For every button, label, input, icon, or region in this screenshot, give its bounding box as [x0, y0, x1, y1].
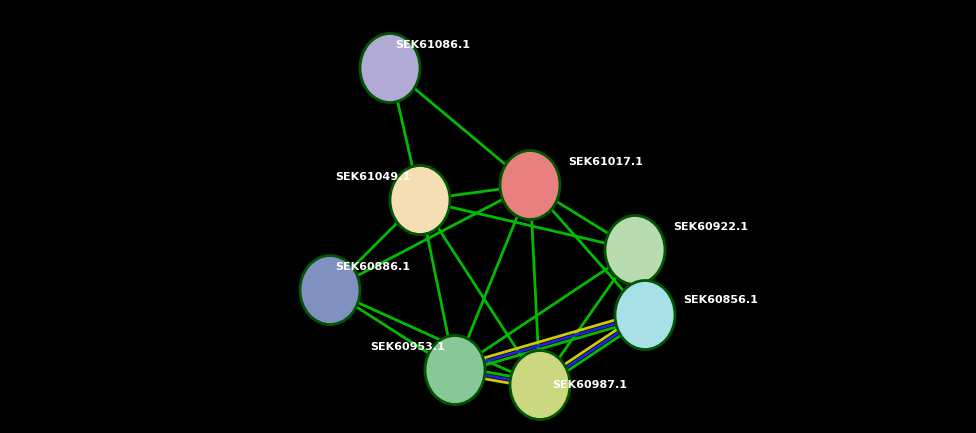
- Text: SEK60922.1: SEK60922.1: [673, 222, 748, 232]
- Ellipse shape: [300, 255, 360, 324]
- Text: SEK61086.1: SEK61086.1: [395, 40, 470, 50]
- Ellipse shape: [360, 33, 420, 103]
- Text: SEK60886.1: SEK60886.1: [335, 262, 410, 272]
- Text: SEK60953.1: SEK60953.1: [370, 342, 445, 352]
- Text: SEK60856.1: SEK60856.1: [683, 295, 758, 305]
- Ellipse shape: [605, 216, 665, 284]
- Ellipse shape: [615, 281, 675, 349]
- Ellipse shape: [510, 350, 570, 420]
- Text: SEK60987.1: SEK60987.1: [552, 380, 627, 390]
- Ellipse shape: [425, 336, 485, 404]
- Ellipse shape: [390, 165, 450, 235]
- Text: SEK61049.1: SEK61049.1: [335, 172, 410, 182]
- Ellipse shape: [500, 151, 560, 220]
- Text: SEK61017.1: SEK61017.1: [568, 157, 643, 167]
